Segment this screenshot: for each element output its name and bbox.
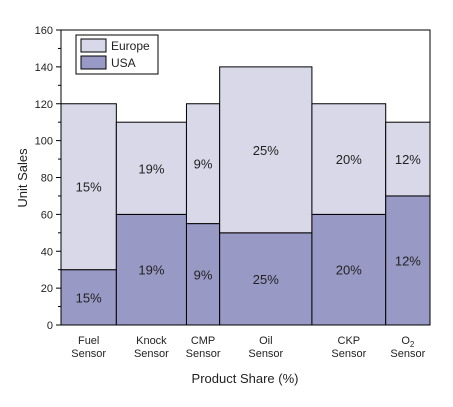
x-tick-label: CKP [338, 335, 361, 347]
share-label-europe: 20% [336, 152, 362, 167]
legend: Europe USA [75, 34, 159, 75]
x-tick-label: Sensor [134, 348, 169, 360]
x-tick-label: Oil [259, 335, 272, 347]
y-axis: 0 20 40 60 80 100 120 140 160 [35, 25, 61, 332]
x-tick-label: Sensor [331, 348, 366, 360]
bar-europe [185, 103, 221, 225]
share-label-europe: 12% [395, 152, 421, 167]
share-label-usa: 20% [336, 263, 362, 278]
legend-label: USA [111, 56, 136, 70]
legend-swatch [80, 55, 107, 70]
legend-label: Europe [111, 39, 150, 53]
share-label-europe: 15% [76, 180, 102, 195]
y-tick-label: 160 [35, 25, 53, 37]
legend-swatch [80, 38, 107, 53]
x-tick-label: Sensor [186, 348, 221, 360]
x-tick-label: O2 [401, 335, 415, 349]
share-label-usa: 9% [194, 267, 213, 282]
share-label-europe: 19% [138, 161, 164, 176]
bar-europe [385, 121, 431, 197]
x-tick-label: Sensor [71, 348, 106, 360]
y-tick-label: 60 [41, 209, 53, 221]
y-tick-label: 40 [41, 246, 53, 258]
y-tick-label: 140 [35, 62, 53, 74]
x-tick-label: Sensor [248, 348, 283, 360]
x-axis-title: Product Share (%) [192, 371, 299, 386]
bar-europe [219, 66, 313, 234]
x-axis: FuelSensorKnockSensorCMPSensorOilSensorC… [71, 335, 425, 360]
x-tick-label: Sensor [390, 348, 425, 360]
x-tick-label: Fuel [78, 335, 99, 347]
share-label-europe: 9% [194, 157, 213, 172]
y-tick-label: 20 [41, 283, 53, 295]
share-label-usa: 19% [138, 263, 164, 278]
share-label-usa: 12% [395, 253, 421, 268]
x-tick-label: Knock [136, 335, 167, 347]
share-label-europe: 25% [253, 143, 279, 158]
bar-europe [115, 121, 187, 215]
y-axis-title: Unit Sales [15, 148, 30, 208]
bar-usa [60, 269, 117, 326]
y-tick-label: 0 [47, 320, 53, 332]
bar-europe [311, 103, 387, 215]
share-label-usa: 15% [76, 290, 102, 305]
y-tick-label: 120 [35, 99, 53, 111]
y-tick-label: 100 [35, 136, 53, 148]
bars-layer: 15% 15% 19% 19% 9% 9% 25% 25% 20% 20% 12% 12% [60, 66, 431, 326]
y-tick-label: 80 [41, 173, 53, 185]
x-tick-label: CMP [191, 335, 215, 347]
share-label-usa: 25% [253, 272, 279, 287]
bar-europe [60, 103, 117, 271]
